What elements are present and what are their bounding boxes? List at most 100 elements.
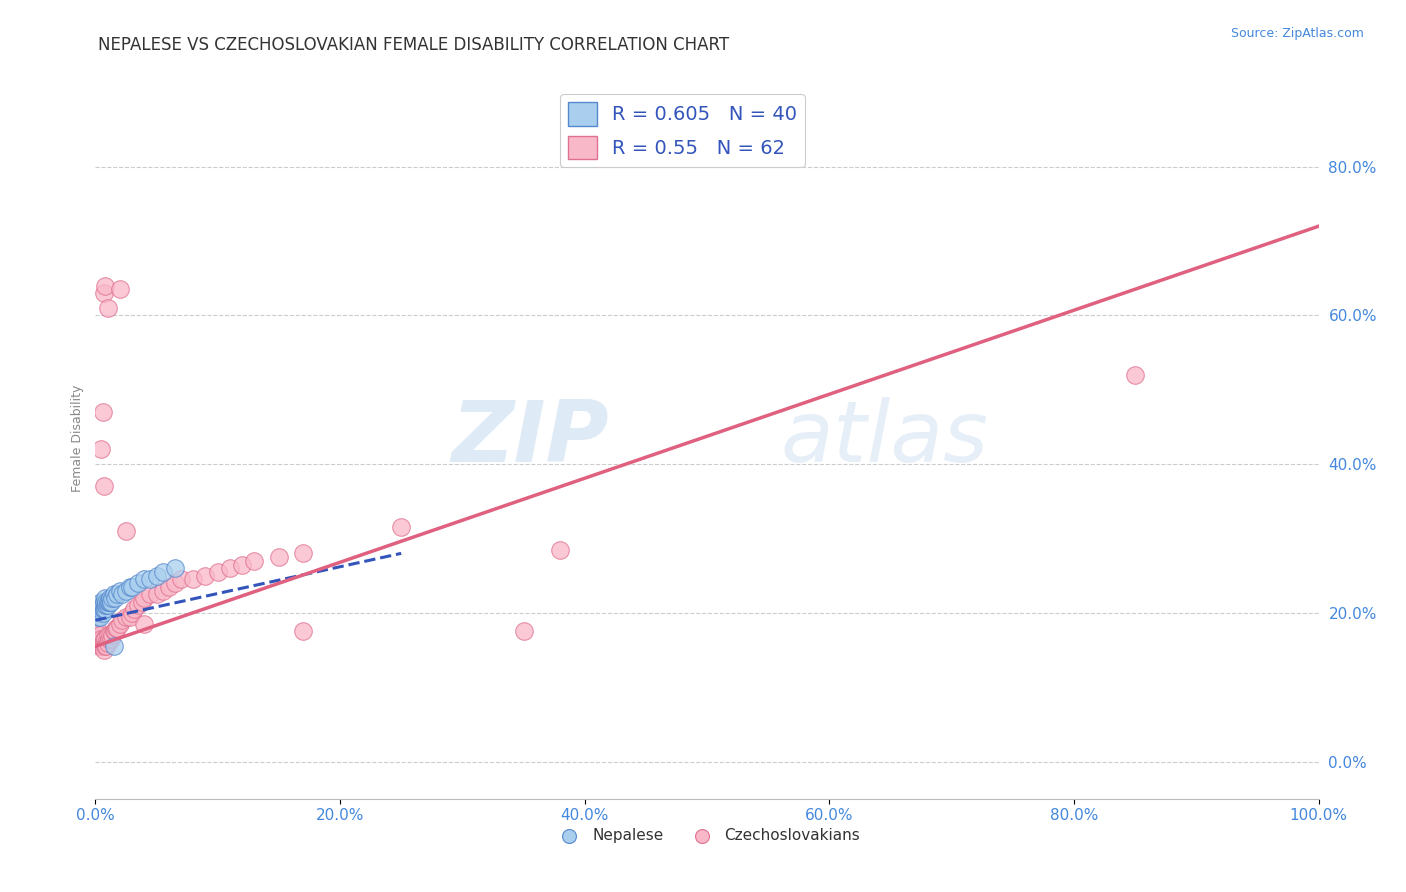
Point — [90, 640, 112, 654]
Point — [87, 599, 110, 613]
Point — [157, 580, 180, 594]
Point — [118, 580, 141, 594]
Point — [94, 632, 117, 646]
Point — [103, 624, 125, 639]
Point — [121, 580, 143, 594]
Point — [108, 583, 131, 598]
Point — [87, 632, 110, 646]
Point — [97, 632, 120, 646]
Point — [91, 640, 114, 654]
Point — [93, 602, 115, 616]
Text: NEPALESE VS CZECHOSLOVAKIAN FEMALE DISABILITY CORRELATION CHART: NEPALESE VS CZECHOSLOVAKIAN FEMALE DISAB… — [98, 36, 730, 54]
Point — [101, 628, 124, 642]
Point — [115, 524, 138, 538]
Point — [103, 587, 125, 601]
Point — [94, 602, 117, 616]
Point — [97, 599, 120, 613]
Point — [139, 587, 162, 601]
Point — [101, 591, 124, 605]
Point — [94, 278, 117, 293]
Point — [1123, 368, 1146, 382]
Point — [104, 624, 127, 639]
Point — [170, 573, 193, 587]
Text: atlas: atlas — [780, 397, 988, 480]
Point — [152, 583, 174, 598]
Point — [90, 442, 112, 457]
Point — [194, 568, 217, 582]
Point — [181, 573, 204, 587]
Point — [134, 617, 156, 632]
Point — [89, 606, 111, 620]
Text: Source: ZipAtlas.com: Source: ZipAtlas.com — [1230, 27, 1364, 40]
Point — [98, 591, 121, 605]
Point — [91, 606, 114, 620]
Point — [207, 565, 229, 579]
Point — [108, 617, 131, 632]
Point — [89, 628, 111, 642]
Point — [91, 405, 114, 419]
Point — [118, 609, 141, 624]
Point — [93, 643, 115, 657]
Point — [87, 609, 110, 624]
Point — [97, 635, 120, 649]
Legend: R = 0.605   N = 40, R = 0.55   N = 62: R = 0.605 N = 40, R = 0.55 N = 62 — [560, 95, 806, 167]
Point — [231, 558, 253, 572]
Point — [93, 632, 115, 646]
Point — [97, 628, 120, 642]
Point — [243, 554, 266, 568]
Point — [389, 520, 412, 534]
Point — [163, 561, 186, 575]
Point — [145, 587, 167, 601]
Point — [105, 621, 128, 635]
Point — [98, 595, 121, 609]
Point — [108, 282, 131, 296]
Point — [292, 624, 315, 639]
Point — [111, 613, 134, 627]
Point — [89, 635, 111, 649]
Point — [131, 595, 153, 609]
Point — [91, 599, 114, 613]
Point — [100, 632, 122, 646]
Point — [90, 599, 112, 613]
Point — [90, 632, 112, 646]
Point — [90, 602, 112, 616]
Point — [96, 599, 118, 613]
Point — [93, 479, 115, 493]
Point — [96, 635, 118, 649]
Point — [94, 591, 117, 605]
Point — [87, 602, 110, 616]
Point — [89, 609, 111, 624]
Point — [87, 624, 110, 639]
Y-axis label: Female Disability: Female Disability — [72, 384, 84, 491]
Point — [96, 640, 118, 654]
Point — [105, 587, 128, 601]
Text: ZIP: ZIP — [451, 397, 609, 480]
Point — [127, 576, 149, 591]
Point — [96, 595, 118, 609]
Point — [97, 595, 120, 609]
Point — [134, 591, 156, 605]
Point — [91, 602, 114, 616]
Point — [93, 286, 115, 301]
Point — [152, 565, 174, 579]
Point — [145, 568, 167, 582]
Point — [124, 602, 146, 616]
Point — [111, 587, 134, 601]
Point — [219, 561, 242, 575]
Point — [115, 583, 138, 598]
Point — [97, 595, 120, 609]
Point — [97, 301, 120, 315]
Point — [90, 595, 112, 609]
Point — [100, 595, 122, 609]
Point — [292, 546, 315, 560]
Point — [548, 542, 571, 557]
Point — [267, 550, 290, 565]
Point — [127, 599, 149, 613]
Point — [91, 635, 114, 649]
Point — [105, 621, 128, 635]
Point — [115, 609, 138, 624]
Point — [139, 573, 162, 587]
Point — [104, 591, 127, 605]
Point — [93, 595, 115, 609]
Point — [134, 573, 156, 587]
